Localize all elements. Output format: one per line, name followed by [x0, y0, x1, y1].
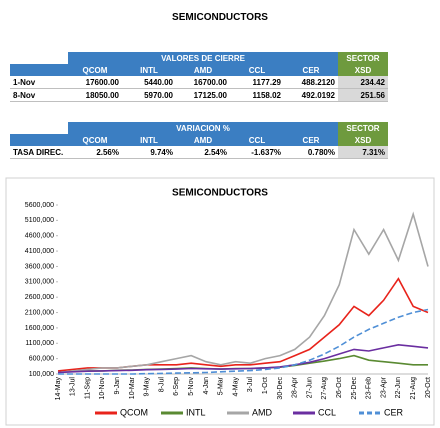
x-tick-label: 20-Oct: [425, 377, 432, 398]
cell: 492.0192: [284, 88, 338, 102]
cell: 488.2120: [284, 76, 338, 89]
column-header: CER: [284, 64, 338, 76]
row-label: 8-Nov: [10, 88, 68, 102]
legend-label: CER: [384, 407, 404, 417]
x-tick-label: 8-Jul: [158, 377, 165, 393]
sector-caption: SECTOR: [338, 122, 388, 134]
series-line: [57, 343, 429, 374]
page-title: SEMICONDUCTORS: [172, 12, 268, 23]
x-tick-label: 11-Sep: [84, 377, 91, 399]
legend-label: CCL: [318, 407, 336, 417]
y-tick-label: 5600,000: [25, 202, 54, 209]
legend-label: AMD: [252, 407, 273, 417]
column-header: AMD: [176, 64, 230, 76]
cell: 5970.00: [122, 88, 176, 102]
legend-label: QCOM: [120, 407, 148, 417]
x-tick-label: 10-Mar: [129, 376, 136, 399]
column-header: XSD: [338, 134, 388, 146]
x-tick-label: 9-May: [144, 377, 151, 397]
column-header: AMD: [176, 134, 230, 146]
cell: 234.42: [338, 76, 388, 89]
cell: 16700.00: [176, 76, 230, 89]
x-tick-label: 26-Oct: [336, 377, 343, 398]
column-header: INTL: [122, 64, 176, 76]
series-line: [57, 211, 429, 374]
x-tick-label: 4-May: [232, 377, 239, 397]
column-header: INTL: [122, 134, 176, 146]
table-caption: VALORES DE CIERRE: [68, 52, 338, 64]
x-tick-label: 30-Dec: [277, 377, 284, 400]
x-tick-label: 3-Jul: [247, 377, 254, 393]
cell: 17600.00: [68, 76, 122, 89]
y-tick-label: 2600,000: [25, 294, 54, 301]
variation-table: VARIACION % SECTOR QCOM INTL AMD CCL CER XSD TAS…: [10, 122, 388, 159]
series-line: [58, 308, 429, 375]
y-tick-label: 4100,000: [25, 248, 54, 255]
cell: 1158.02: [230, 88, 284, 102]
x-tick-label: 23-Feb: [366, 377, 373, 399]
closing-table: VALORES DE CIERRE SECTOR QCOM INTL AMD CCL CER…: [10, 52, 388, 102]
x-tick-label: 5-Mar: [218, 376, 225, 395]
table-caption: VARIACION %: [68, 122, 338, 134]
y-tick-label: 1100,000: [25, 340, 54, 347]
blank-cell: [10, 64, 68, 76]
column-header: CCL: [230, 64, 284, 76]
column-header: QCOM: [68, 134, 122, 146]
blank-cell: [10, 134, 68, 146]
y-tick-label: 3100,000: [25, 279, 54, 286]
x-tick-label: 28-Apr: [292, 376, 299, 398]
x-tick-label: 9-Jan: [114, 377, 121, 395]
y-tick-label: 100,000: [29, 371, 54, 378]
cell: 7.31%: [338, 146, 388, 159]
row-label: TASA DIREC.: [10, 146, 68, 159]
cell: 1177.29: [230, 76, 284, 89]
y-tick-label: 4600,000: [25, 233, 54, 240]
x-tick-label: 13-Jul: [70, 377, 77, 397]
cell: 0.780%: [284, 146, 338, 159]
series-line: [57, 277, 429, 372]
column-header: QCOM: [68, 64, 122, 76]
column-header: CCL: [230, 134, 284, 146]
y-tick-label: 1600,000: [25, 325, 54, 332]
cell: 251.56: [338, 88, 388, 102]
y-tick-label: 5100,000: [25, 217, 54, 224]
cell: 17125.00: [176, 88, 230, 102]
x-tick-label: 14-May: [55, 377, 62, 401]
column-header: CER: [284, 134, 338, 146]
x-tick-label: 21-Aug: [410, 377, 417, 400]
x-tick-label: 5-Nov: [188, 377, 195, 396]
x-tick-label: 10-Nov: [99, 377, 106, 400]
y-tick-label: 3600,000: [25, 263, 54, 270]
x-tick-label: 22-Jun: [395, 377, 402, 399]
y-tick-label: 2100,000: [25, 309, 54, 316]
cell: 2.56%: [68, 146, 122, 159]
x-tick-label: 6-Sep: [173, 377, 180, 396]
row-label: 1-Nov: [10, 76, 68, 89]
cell: 5440.00: [122, 76, 176, 89]
chart-frame: [5, 177, 435, 426]
chart-title: SEMICONDUCTORS: [172, 188, 268, 199]
y-tick-label: 600,000: [29, 355, 54, 362]
legend-label: INTL: [186, 407, 206, 417]
x-tick-label: 25-Dec: [351, 377, 358, 400]
cell: -1.637%: [230, 146, 284, 159]
x-tick-label: 23-Apr: [380, 376, 387, 398]
column-header: XSD: [338, 64, 388, 76]
x-tick-label: 4-Jan: [203, 377, 210, 395]
cell: 2.54%: [176, 146, 230, 159]
x-tick-label: 27-Aug: [321, 377, 328, 400]
cell: 18050.00: [68, 88, 122, 102]
sector-caption: SECTOR: [338, 52, 388, 64]
cell: 9.74%: [122, 146, 176, 159]
x-tick-label: 1-Oct: [262, 377, 269, 394]
x-tick-label: 27-Jun: [306, 377, 313, 399]
